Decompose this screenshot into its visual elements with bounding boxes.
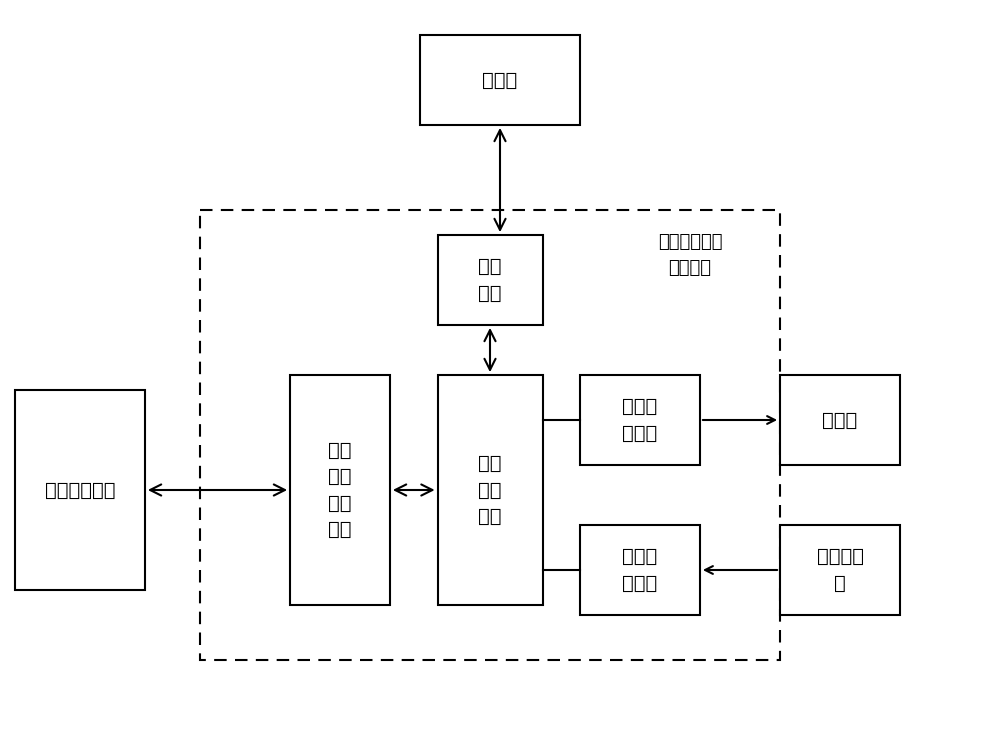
Text: 示波器: 示波器 — [822, 411, 858, 430]
Bar — [290, 375, 390, 605]
Text: 阵列超声仪器: 阵列超声仪器 — [45, 480, 115, 500]
Bar — [580, 525, 700, 615]
Text: 阵列超声仪器
测试平台: 阵列超声仪器 测试平台 — [658, 234, 722, 276]
Bar — [780, 375, 900, 465]
Bar — [438, 375, 542, 605]
Bar — [438, 235, 542, 325]
Bar — [420, 35, 580, 125]
Bar — [780, 525, 900, 615]
Text: 接收测
试接口: 接收测 试接口 — [622, 548, 658, 593]
Bar — [15, 390, 145, 590]
Text: 信号发生
器: 信号发生 器 — [816, 548, 864, 593]
Text: 阵列
超声
仪器
接口: 阵列 超声 仪器 接口 — [328, 441, 352, 539]
Text: 上位机: 上位机 — [482, 70, 518, 90]
Text: 发射测
试接口: 发射测 试接口 — [622, 397, 658, 443]
Bar — [200, 210, 780, 660]
Text: 阵列
开关
单元: 阵列 开关 单元 — [478, 454, 502, 526]
Text: 网络
接口: 网络 接口 — [478, 257, 502, 303]
Bar — [580, 375, 700, 465]
